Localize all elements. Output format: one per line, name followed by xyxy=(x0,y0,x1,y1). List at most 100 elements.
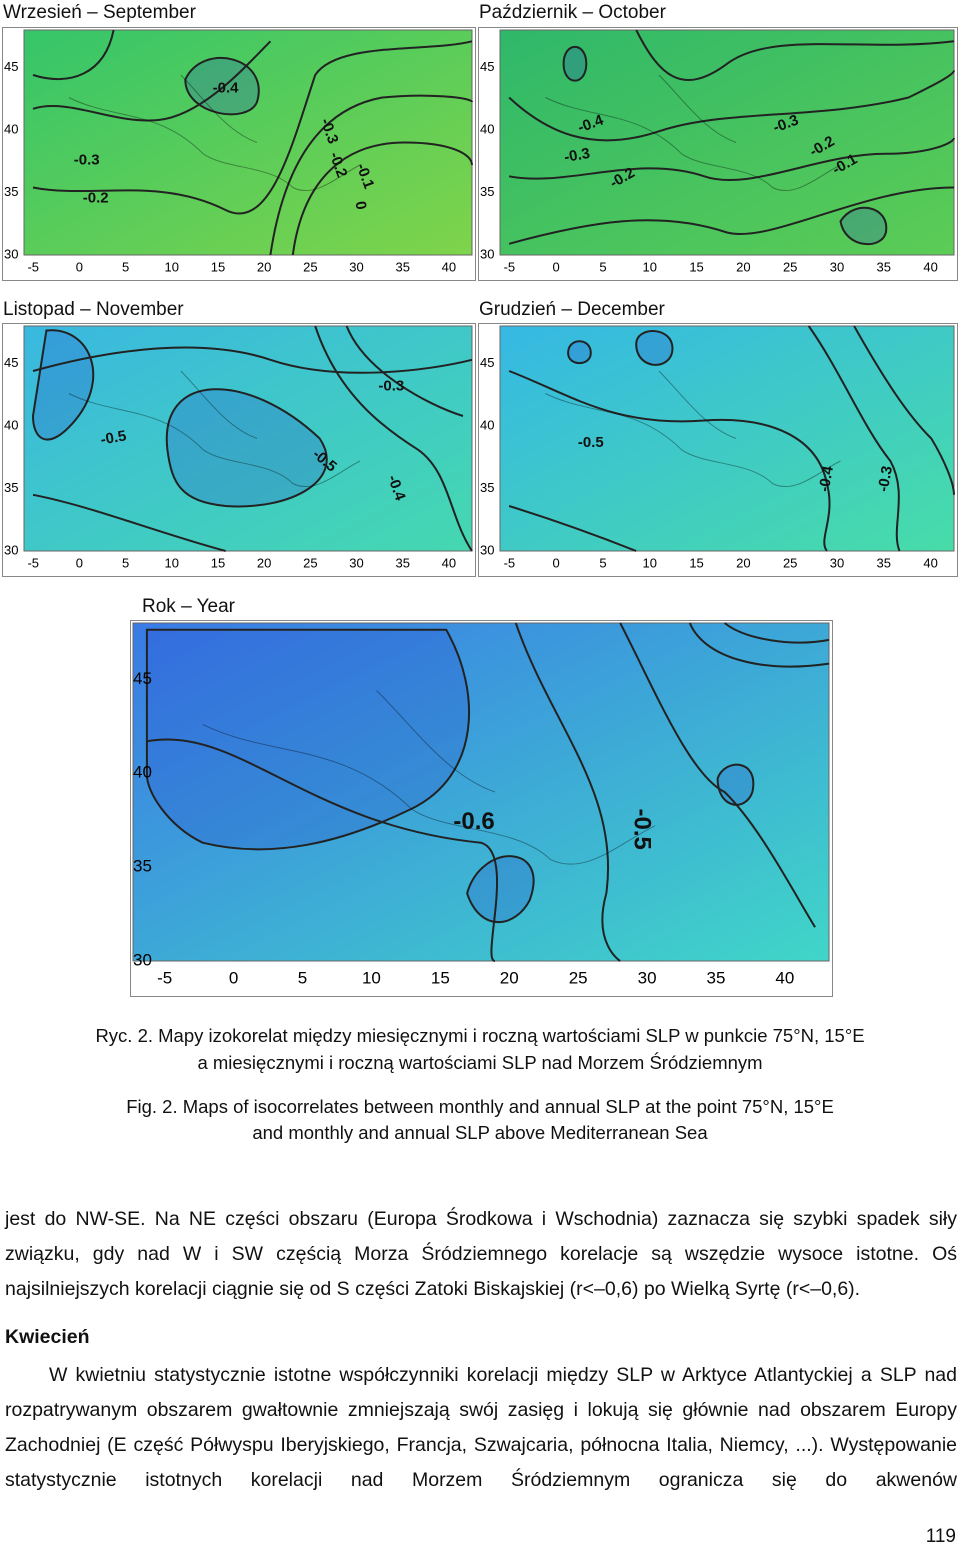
contour-label: -0.3 xyxy=(74,151,100,168)
y-axis-label: 30 xyxy=(480,246,494,261)
y-axis-label: 35 xyxy=(480,184,494,199)
x-axis-label: 5 xyxy=(122,555,129,570)
y-axis-label: 35 xyxy=(4,480,18,495)
contour-label: -0.2 xyxy=(83,190,109,207)
x-axis-label: 20 xyxy=(736,259,750,274)
x-axis-label: 15 xyxy=(689,259,703,274)
x-axis-label: 0 xyxy=(553,259,560,274)
x-axis-label: -5 xyxy=(27,259,39,274)
x-axis-label: 10 xyxy=(362,968,381,987)
paragraph: jest do NW-SE. Na NE części obszaru (Eur… xyxy=(5,1208,957,1300)
contour-line xyxy=(32,40,272,122)
y-axis-label: 35 xyxy=(133,857,152,876)
x-axis-label: -5 xyxy=(27,555,39,570)
map: -5 0 5 10 15 20 25 30 35 4045403530-0.5-0.3-0.5-0… xyxy=(2,323,476,577)
x-axis-label: 10 xyxy=(643,259,657,274)
x-axis-label: 10 xyxy=(165,259,179,274)
x-axis-label: 20 xyxy=(736,555,750,570)
map-title: Listopad – November xyxy=(3,299,184,320)
x-axis-label: 40 xyxy=(923,259,937,274)
x-axis-label: 25 xyxy=(783,259,797,274)
contour-line xyxy=(514,622,621,962)
contour-region xyxy=(562,46,588,82)
x-axis-label: 25 xyxy=(783,555,797,570)
y-axis-label: 30 xyxy=(4,542,18,557)
contour-region xyxy=(165,388,328,508)
contour-line xyxy=(688,622,830,668)
x-axis-label: 35 xyxy=(707,968,726,987)
y-axis-label: 35 xyxy=(4,184,18,199)
y-axis-label: 45 xyxy=(4,59,18,74)
y-axis-label: 30 xyxy=(4,246,18,261)
contour-region xyxy=(145,628,470,851)
map-area xyxy=(23,325,473,552)
map-area xyxy=(132,622,830,962)
x-axis-label: 40 xyxy=(442,555,456,570)
x-axis-label: 30 xyxy=(349,259,363,274)
x-axis-label: 20 xyxy=(257,555,271,570)
x-axis-label: 20 xyxy=(500,968,519,987)
x-axis-label: 40 xyxy=(775,968,794,987)
contour-label: -0.5 xyxy=(629,809,656,850)
map-area xyxy=(499,325,955,552)
x-axis-label: 15 xyxy=(211,259,225,274)
contour-line xyxy=(32,29,115,80)
x-axis-label: 20 xyxy=(257,259,271,274)
coastline xyxy=(202,690,656,865)
x-axis-label: 25 xyxy=(569,968,588,987)
x-axis-label: 15 xyxy=(211,555,225,570)
y-axis-label: 35 xyxy=(480,480,494,495)
y-axis-label: 40 xyxy=(480,121,494,136)
x-axis-label: 40 xyxy=(442,259,456,274)
contour-label: -0.5 xyxy=(578,434,604,451)
page-number: 119 xyxy=(925,1526,956,1547)
x-axis-label: 10 xyxy=(643,555,657,570)
map-area xyxy=(499,29,955,256)
contour-label: -0.5 xyxy=(99,427,127,448)
x-axis-label: 0 xyxy=(229,968,238,987)
contour-label: -0.6 xyxy=(453,808,494,835)
y-axis-label: 40 xyxy=(133,763,152,782)
contour-line xyxy=(508,370,831,552)
contour-line xyxy=(32,493,226,552)
contour-line xyxy=(635,29,955,82)
y-axis-label: 45 xyxy=(480,59,494,74)
contour-line xyxy=(32,40,473,215)
contour-line xyxy=(508,505,637,552)
coastline xyxy=(68,74,361,192)
contour-label: -0.3 xyxy=(875,465,896,493)
contour-line xyxy=(291,141,473,256)
contour-line xyxy=(508,137,955,181)
caption-line: a miesięcznymi i roczną wartościami SLP … xyxy=(197,1052,763,1073)
x-axis-label: 35 xyxy=(877,555,891,570)
contour-region xyxy=(466,855,535,923)
y-axis-label: 45 xyxy=(4,355,18,370)
y-axis-label: 45 xyxy=(133,669,152,688)
contour-line xyxy=(345,325,464,417)
x-axis-label: 5 xyxy=(599,259,606,274)
x-axis-label: 0 xyxy=(553,555,560,570)
contour-line xyxy=(723,622,830,644)
y-axis-label: 30 xyxy=(133,950,152,969)
map: -5 0 5 10 15 20 25 30 35 40 45 40 35 30 -0.5 -0.4 -0.3 xyxy=(478,323,958,577)
coastline xyxy=(545,74,841,192)
x-axis-label: 10 xyxy=(165,555,179,570)
x-axis-label: 5 xyxy=(298,968,307,987)
x-axis-label: 15 xyxy=(689,555,703,570)
x-axis-label: 0 xyxy=(76,259,83,274)
contour-label: -0.4 xyxy=(816,464,837,493)
x-axis-label: 30 xyxy=(349,555,363,570)
map-title: Wrzesień – September xyxy=(3,2,196,23)
x-axis-label: 5 xyxy=(122,259,129,274)
contour-label: -0.3 xyxy=(563,145,591,166)
heading: Kwiecień xyxy=(5,1326,90,1348)
x-axis-label: 0 xyxy=(76,555,83,570)
x-axis-label: 40 xyxy=(923,555,937,570)
contour-region xyxy=(635,330,674,366)
caption-line: Fig. 2. Maps of isocorrelates between mo… xyxy=(126,1096,834,1117)
contour-region xyxy=(31,329,95,441)
x-axis-label: 15 xyxy=(431,968,450,987)
x-axis-label: -5 xyxy=(504,555,516,570)
caption-line: and monthly and annual SLP above Mediter… xyxy=(252,1122,708,1143)
